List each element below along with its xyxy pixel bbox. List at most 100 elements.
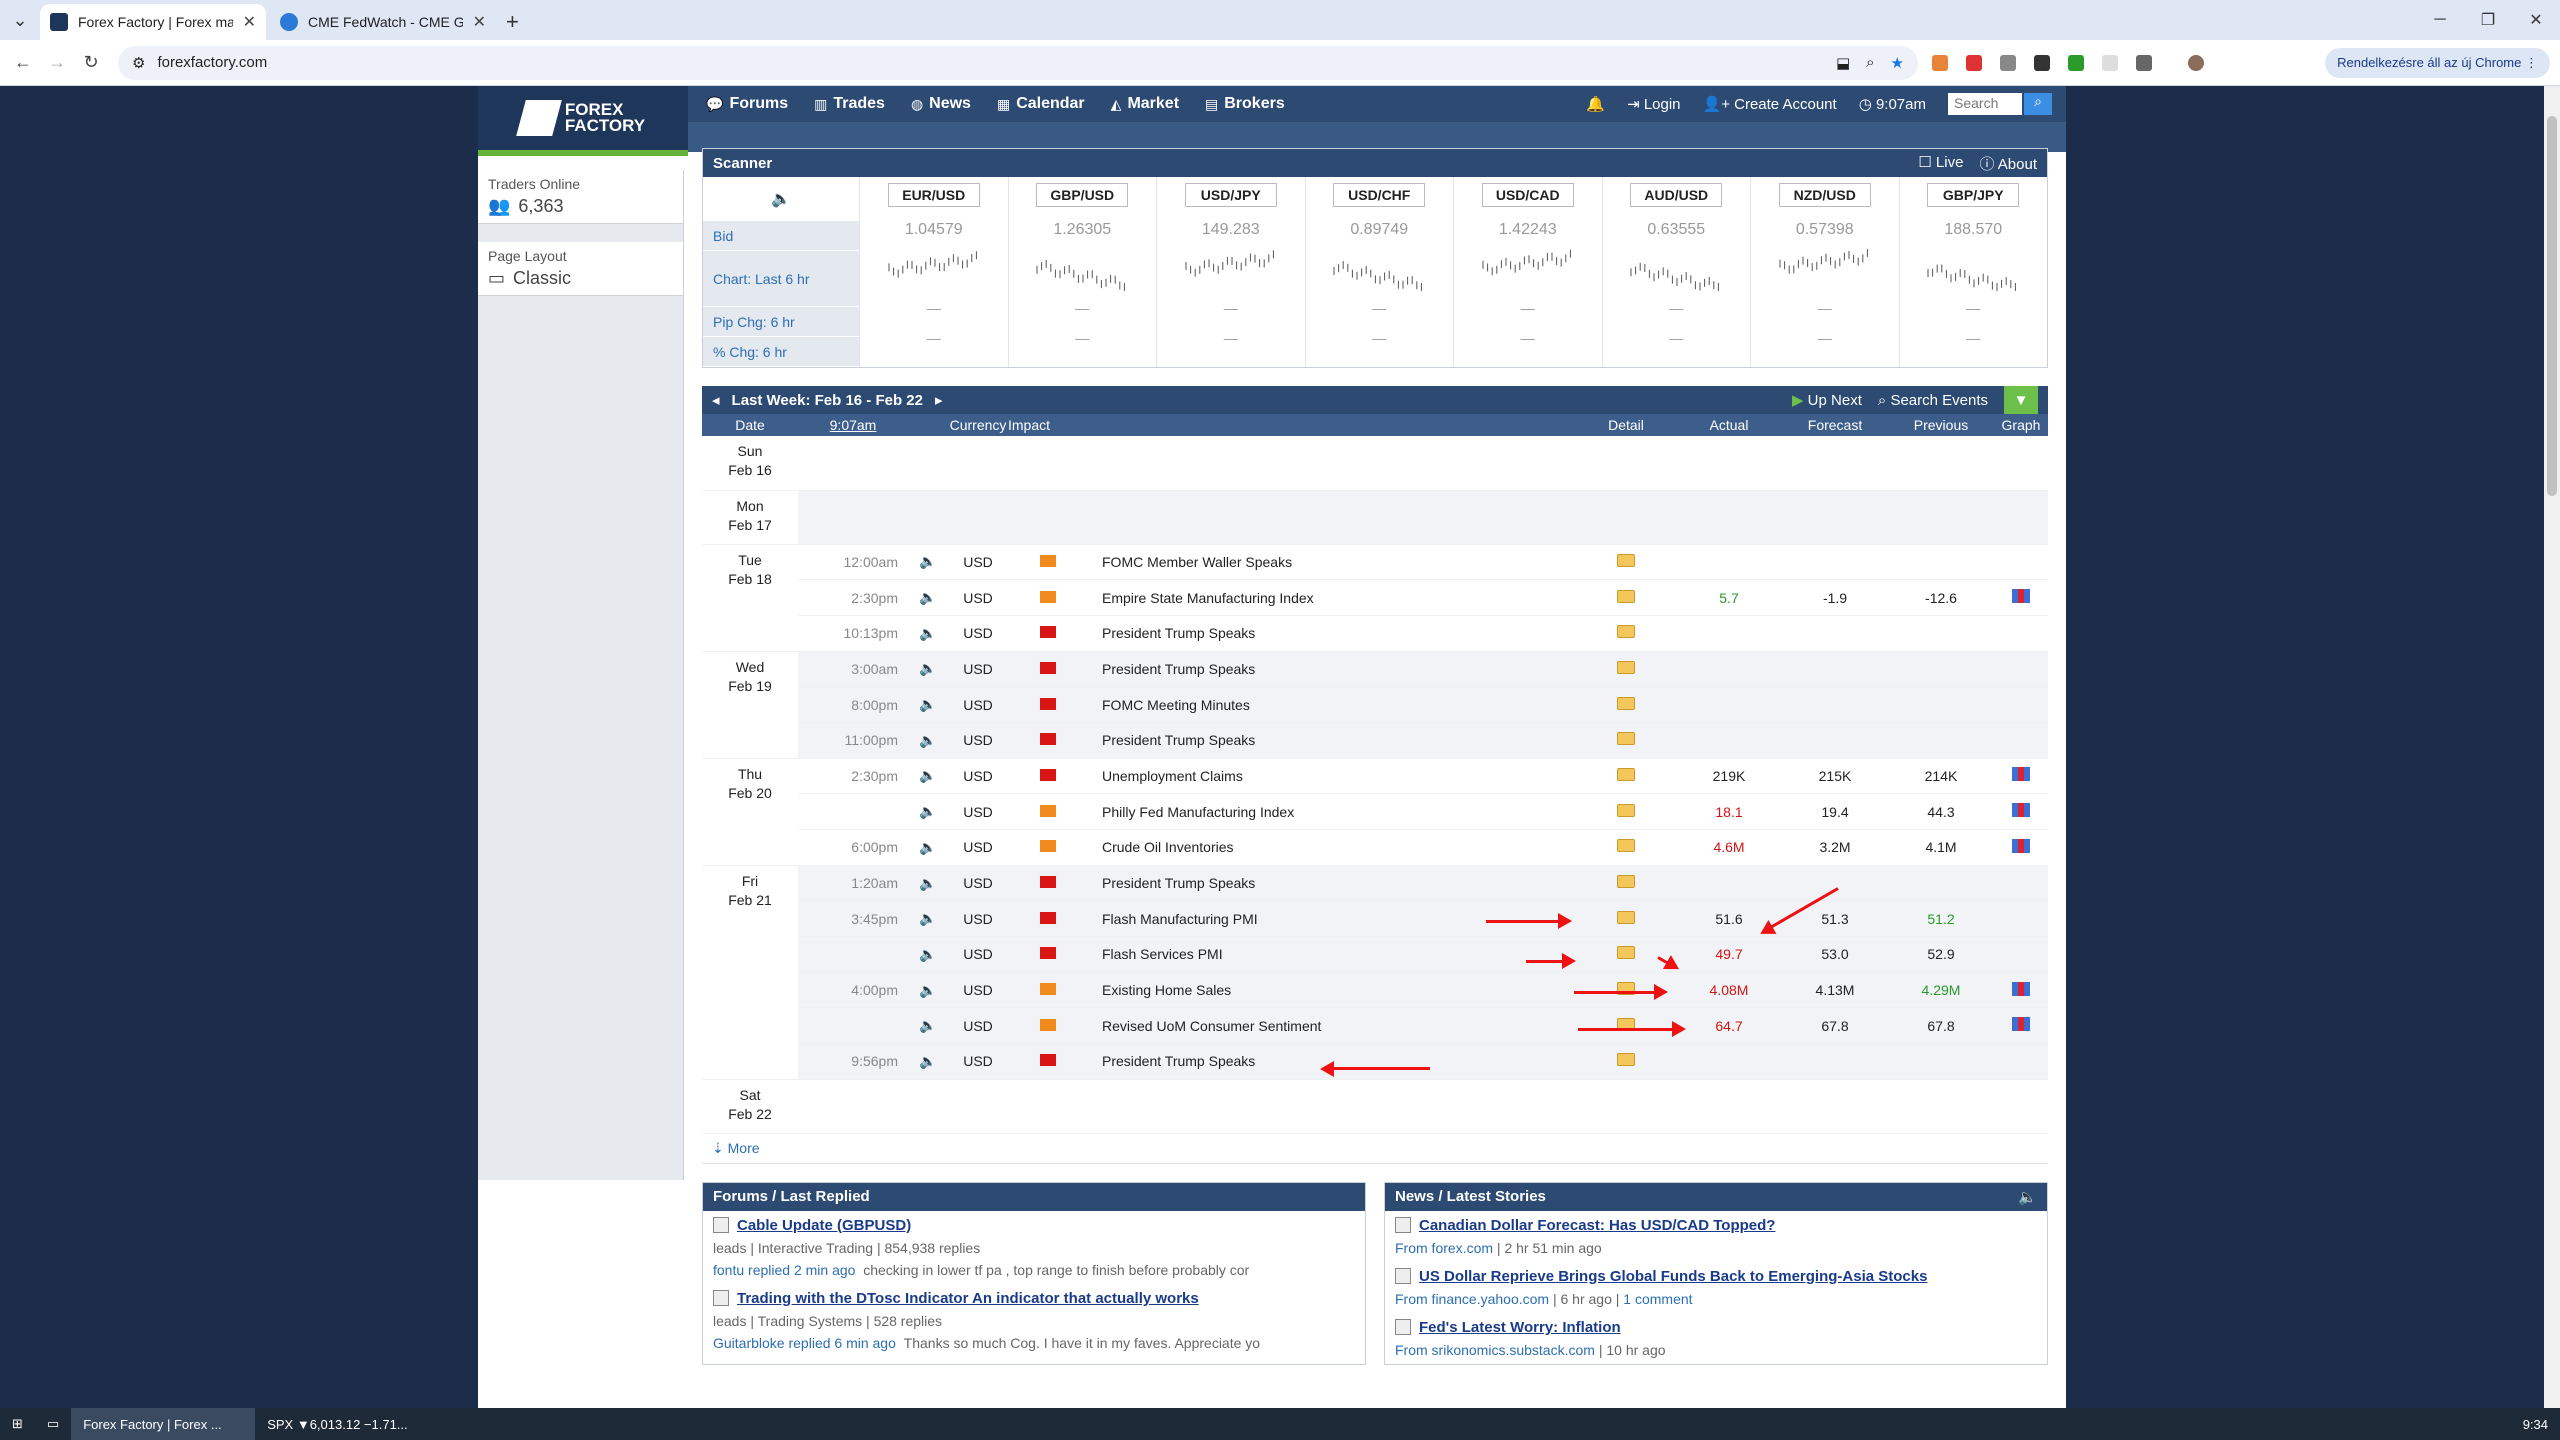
detail-folder-icon[interactable] bbox=[1576, 900, 1676, 938]
new-tab-icon[interactable]: + bbox=[506, 9, 519, 34]
event-name[interactable]: FOMC Meeting Minutes bbox=[1088, 686, 1576, 723]
impact-icon[interactable] bbox=[1008, 1043, 1088, 1080]
event-name[interactable]: Existing Home Sales bbox=[1088, 972, 1576, 1009]
pair-name[interactable]: NZD/USD bbox=[1778, 183, 1871, 207]
graph-icon[interactable] bbox=[1994, 829, 2048, 866]
page-scrollbar[interactable] bbox=[2544, 86, 2560, 1408]
graph-icon[interactable] bbox=[1994, 1007, 2048, 1045]
pair-name[interactable]: USD/CHF bbox=[1333, 183, 1426, 207]
about-link[interactable]: ⓘ About bbox=[1979, 155, 2037, 173]
filter-icon[interactable]: ▼ bbox=[2004, 386, 2038, 414]
login-link[interactable]: ⇥ Login bbox=[1627, 96, 1681, 113]
detail-folder-icon[interactable] bbox=[1576, 758, 1676, 795]
sparkline-chart[interactable] bbox=[1181, 243, 1281, 293]
pair-name[interactable]: GBP/USD bbox=[1036, 183, 1129, 207]
bookmark-star-icon[interactable]: ★ bbox=[1890, 54, 1904, 72]
impact-icon[interactable] bbox=[1008, 758, 1088, 795]
extension-grid-icon[interactable] bbox=[2000, 54, 2016, 71]
pair-name[interactable]: USD/JPY bbox=[1184, 183, 1277, 207]
search-events-link[interactable]: ⌕ Search Events bbox=[1877, 391, 1988, 409]
clock[interactable]: ◷ 9:07am bbox=[1858, 96, 1926, 113]
prev-week-icon[interactable]: ◂ bbox=[712, 392, 720, 409]
sound-icon[interactable]: 🔈 bbox=[908, 972, 948, 1009]
sound-icon[interactable]: 🔈 bbox=[908, 544, 948, 581]
sound-icon[interactable]: 🔈 bbox=[2018, 1188, 2037, 1206]
impact-icon[interactable] bbox=[1008, 793, 1088, 830]
extension-blank-icon[interactable] bbox=[2102, 54, 2118, 71]
impact-icon[interactable] bbox=[1008, 615, 1088, 652]
thread-title[interactable]: Cable Update (GBPUSD) bbox=[713, 1217, 1355, 1234]
story-source[interactable]: From forex.com bbox=[1395, 1239, 1494, 1256]
sound-icon[interactable]: 🔈 bbox=[908, 900, 948, 938]
graph-icon[interactable] bbox=[1994, 579, 2048, 616]
sound-icon[interactable]: 🔈 bbox=[908, 936, 948, 973]
event-name[interactable]: Empire State Manufacturing Index bbox=[1088, 579, 1576, 616]
chrome-update-button[interactable]: Rendelkezésre áll az új Chrome ⋮ bbox=[2325, 47, 2550, 78]
forward-icon[interactable]: → bbox=[48, 52, 66, 72]
pair-name[interactable]: AUD/USD bbox=[1630, 183, 1723, 207]
event-name[interactable]: Crude Oil Inventories bbox=[1088, 829, 1576, 866]
extension-fox-icon[interactable] bbox=[1932, 54, 1948, 71]
impact-icon[interactable] bbox=[1008, 544, 1088, 581]
site-logo[interactable]: FOREX FACTORY bbox=[478, 86, 688, 156]
tab-cme[interactable]: CME FedWatch - CME Group ✕ bbox=[270, 4, 496, 40]
tab-search-icon[interactable]: ⌄ bbox=[12, 9, 28, 30]
menu-news[interactable]: ◍ News bbox=[911, 95, 971, 113]
impact-icon[interactable] bbox=[1008, 579, 1088, 616]
detail-folder-icon[interactable] bbox=[1576, 579, 1676, 616]
sound-icon[interactable]: 🔈 bbox=[908, 651, 948, 688]
sparkline-chart[interactable] bbox=[1626, 243, 1726, 293]
close-tab-icon[interactable]: ✕ bbox=[242, 14, 256, 31]
task-view-icon[interactable]: ▭ bbox=[46, 1416, 60, 1431]
menu-trades[interactable]: ▥ Trades bbox=[814, 95, 885, 113]
row-label-pip[interactable]: Pip Chg: 6 hr bbox=[703, 307, 859, 337]
story-title[interactable]: Canadian Dollar Forecast: Has USD/CAD To… bbox=[1395, 1217, 2037, 1234]
impact-icon[interactable] bbox=[1008, 865, 1088, 902]
taskbar-forexfactory[interactable]: Forex Factory | Forex ... bbox=[71, 1408, 256, 1440]
comments-link[interactable]: 1 comment bbox=[1623, 1290, 1693, 1307]
impact-icon[interactable] bbox=[1008, 829, 1088, 866]
impact-icon[interactable] bbox=[1008, 686, 1088, 723]
sound-icon[interactable]: 🔈 bbox=[908, 615, 948, 652]
sound-icon[interactable]: 🔈 bbox=[908, 722, 948, 759]
search-input[interactable]: Search bbox=[1948, 93, 2022, 115]
sparkline-chart[interactable] bbox=[1775, 243, 1875, 293]
detail-folder-icon[interactable] bbox=[1576, 651, 1676, 688]
up-next-link[interactable]: ▶ Up Next bbox=[1791, 392, 1862, 409]
sound-icon[interactable]: 🔈 bbox=[908, 579, 948, 616]
extensions-puzzle-icon[interactable] bbox=[2136, 54, 2152, 71]
pair-name[interactable]: USD/CAD bbox=[1481, 183, 1574, 207]
site-info-icon[interactable]: ⚙ bbox=[132, 54, 146, 72]
sound-icon[interactable]: 🔈 bbox=[908, 793, 948, 830]
extension-red-icon[interactable] bbox=[1966, 54, 1982, 71]
sound-icon[interactable]: 🔈 bbox=[908, 1007, 948, 1045]
pair-name[interactable]: GBP/JPY bbox=[1927, 183, 2020, 207]
event-name[interactable]: Unemployment Claims bbox=[1088, 758, 1576, 795]
sound-icon[interactable]: 🔈 bbox=[908, 1043, 948, 1080]
event-name[interactable]: President Trump Speaks bbox=[1088, 722, 1576, 759]
story-title[interactable]: Fed's Latest Worry: Inflation bbox=[1395, 1319, 2037, 1336]
detail-folder-icon[interactable] bbox=[1576, 865, 1676, 902]
scrollbar-thumb[interactable] bbox=[2547, 116, 2557, 496]
bell-icon[interactable]: 🔔 bbox=[1586, 96, 1606, 113]
impact-icon[interactable] bbox=[1008, 972, 1088, 1009]
sound-icon[interactable]: 🔈 bbox=[908, 865, 948, 902]
extension-x-icon[interactable] bbox=[2034, 54, 2050, 71]
graph-icon[interactable] bbox=[1994, 793, 2048, 830]
reply-link[interactable]: Guitarbloke replied 6 min ago bbox=[713, 1334, 896, 1351]
sparkline-chart[interactable] bbox=[1478, 243, 1578, 293]
impact-icon[interactable] bbox=[1008, 1007, 1088, 1045]
reply-link[interactable]: fontu replied 2 min ago bbox=[713, 1261, 856, 1278]
next-week-icon[interactable]: ▸ bbox=[935, 392, 943, 409]
event-name[interactable]: Philly Fed Manufacturing Index bbox=[1088, 793, 1576, 830]
install-icon[interactable]: ⬓ bbox=[1835, 54, 1851, 72]
graph-icon[interactable] bbox=[1994, 758, 2048, 795]
detail-folder-icon[interactable] bbox=[1576, 1043, 1676, 1080]
sparkline-chart[interactable] bbox=[1032, 243, 1132, 293]
detail-folder-icon[interactable] bbox=[1576, 829, 1676, 866]
impact-icon[interactable] bbox=[1008, 900, 1088, 938]
tab-forexfactory[interactable]: Forex Factory | Forex markets fo ✕ bbox=[40, 4, 266, 40]
event-name[interactable]: Flash Manufacturing PMI bbox=[1088, 900, 1576, 938]
event-name[interactable]: Revised UoM Consumer Sentiment bbox=[1088, 1007, 1576, 1045]
row-label-pct[interactable]: % Chg: 6 hr bbox=[703, 337, 859, 367]
